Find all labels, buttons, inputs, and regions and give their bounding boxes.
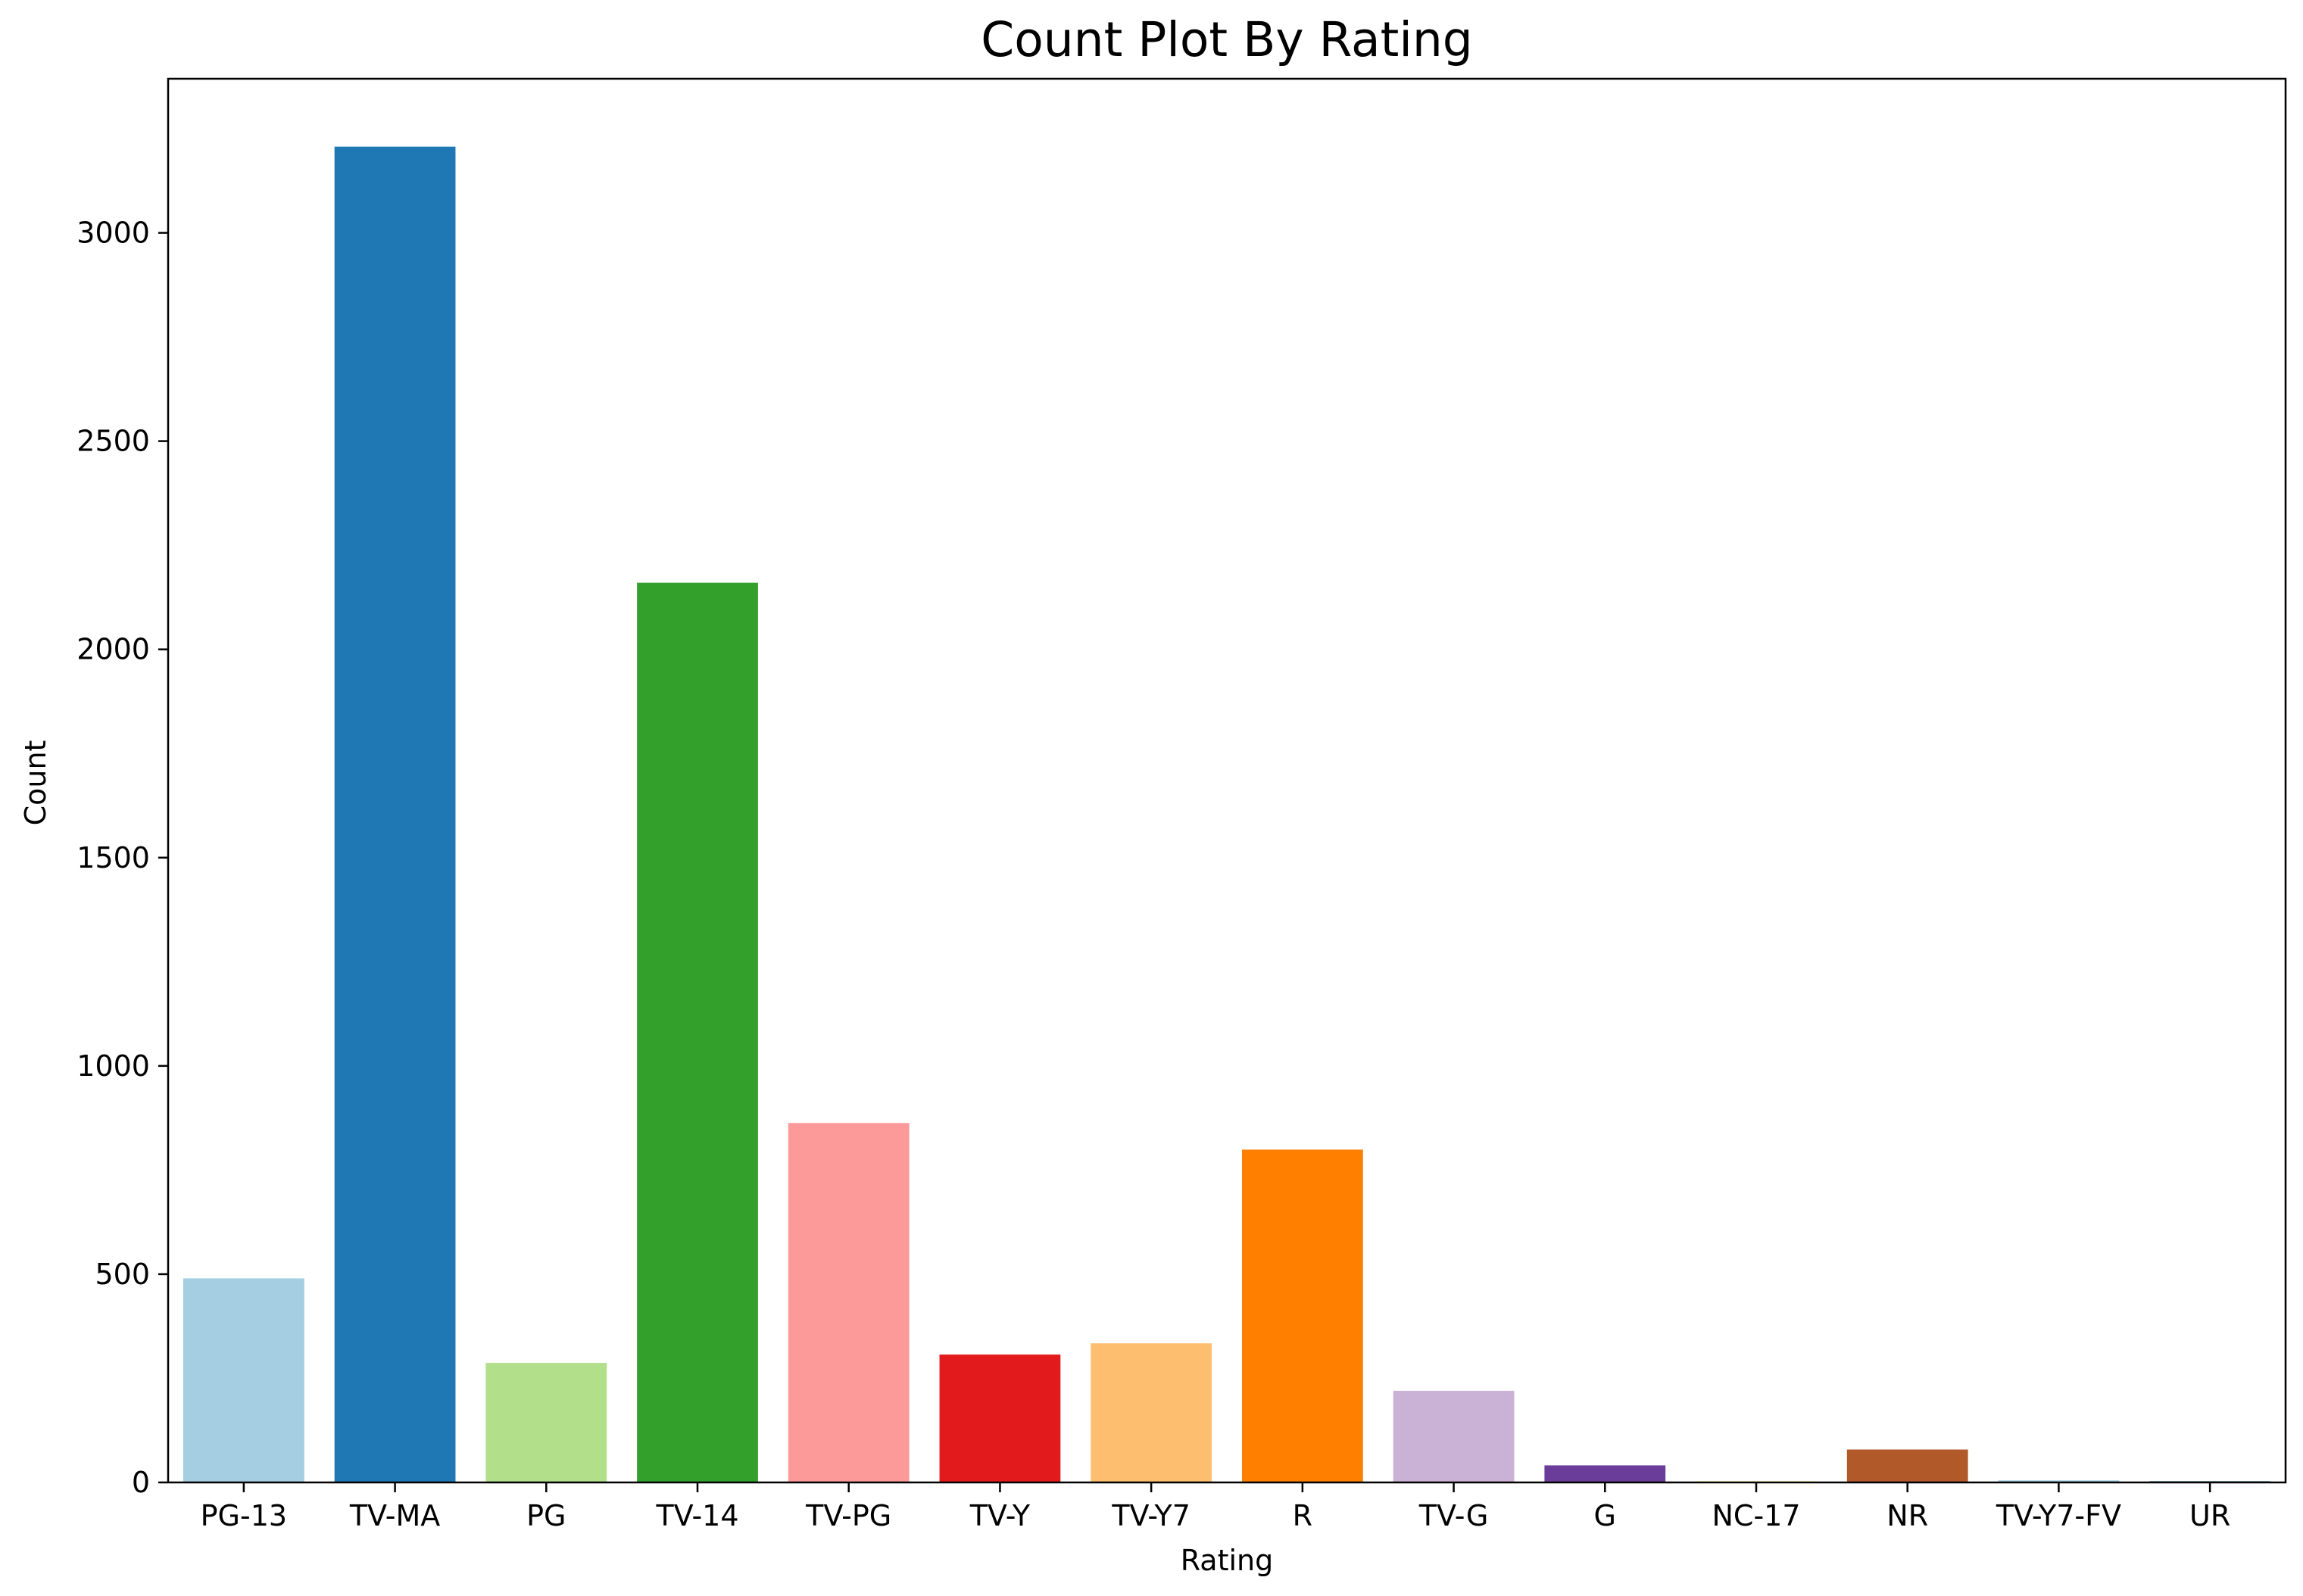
x-tick-label: TV-MA bbox=[349, 1499, 440, 1532]
x-axis-label: Rating bbox=[1181, 1544, 1274, 1577]
x-tick-label: TV-PG bbox=[805, 1499, 891, 1532]
bar-tv-y7-fv bbox=[1998, 1480, 2120, 1482]
x-tick-label: PG-13 bbox=[201, 1499, 287, 1532]
y-tick-label: 500 bbox=[95, 1258, 150, 1291]
x-tick-label: TV-Y7-FV bbox=[1996, 1499, 2121, 1532]
bar-tv-y bbox=[939, 1354, 1061, 1482]
bar-r bbox=[1241, 1149, 1363, 1482]
x-tick-label: G bbox=[1594, 1499, 1616, 1532]
bar-nr bbox=[1846, 1449, 1968, 1482]
bar-tv-g bbox=[1393, 1390, 1515, 1482]
bars-group bbox=[183, 146, 2271, 1483]
x-tick-label: TV-14 bbox=[655, 1499, 738, 1532]
x-tick-label: TV-Y7 bbox=[1111, 1499, 1191, 1532]
x-tick-label: R bbox=[1293, 1499, 1312, 1532]
chart-title: Count Plot By Rating bbox=[981, 12, 1473, 67]
y-tick-label: 2500 bbox=[76, 425, 150, 458]
y-axis-label: Count bbox=[19, 740, 52, 826]
x-tick-label: TV-G bbox=[1418, 1499, 1489, 1532]
bar-tv-ma bbox=[334, 146, 456, 1482]
y-tick-label: 3000 bbox=[76, 217, 150, 250]
y-tick-label: 1500 bbox=[76, 841, 150, 874]
y-tick-label: 0 bbox=[132, 1466, 150, 1499]
bar-g bbox=[1544, 1465, 1666, 1482]
y-tick-label: 1000 bbox=[76, 1049, 150, 1083]
bar-tv-14 bbox=[637, 582, 758, 1483]
bar-pg bbox=[485, 1363, 607, 1482]
x-tick-label: TV-Y bbox=[969, 1499, 1031, 1532]
x-tick-label: NR bbox=[1886, 1499, 1928, 1532]
bar-tv-pg bbox=[788, 1123, 910, 1482]
bar-tv-y7 bbox=[1091, 1343, 1212, 1482]
y-axis: 0 500 1000 1500 2000 2500 3000 bbox=[76, 217, 168, 1499]
plot-frame bbox=[167, 77, 2287, 1484]
x-axis: PG-13 TV-MA PG TV-14 TV-PG TV-Y TV-Y7 R TV-G G NC-… bbox=[201, 1482, 2230, 1532]
y-tick-label: 2000 bbox=[76, 633, 150, 666]
bar-pg-13 bbox=[183, 1278, 304, 1482]
x-tick-label: PG bbox=[526, 1499, 566, 1532]
x-tick-label: NC-17 bbox=[1712, 1499, 1800, 1532]
x-tick-label: UR bbox=[2189, 1499, 2230, 1532]
